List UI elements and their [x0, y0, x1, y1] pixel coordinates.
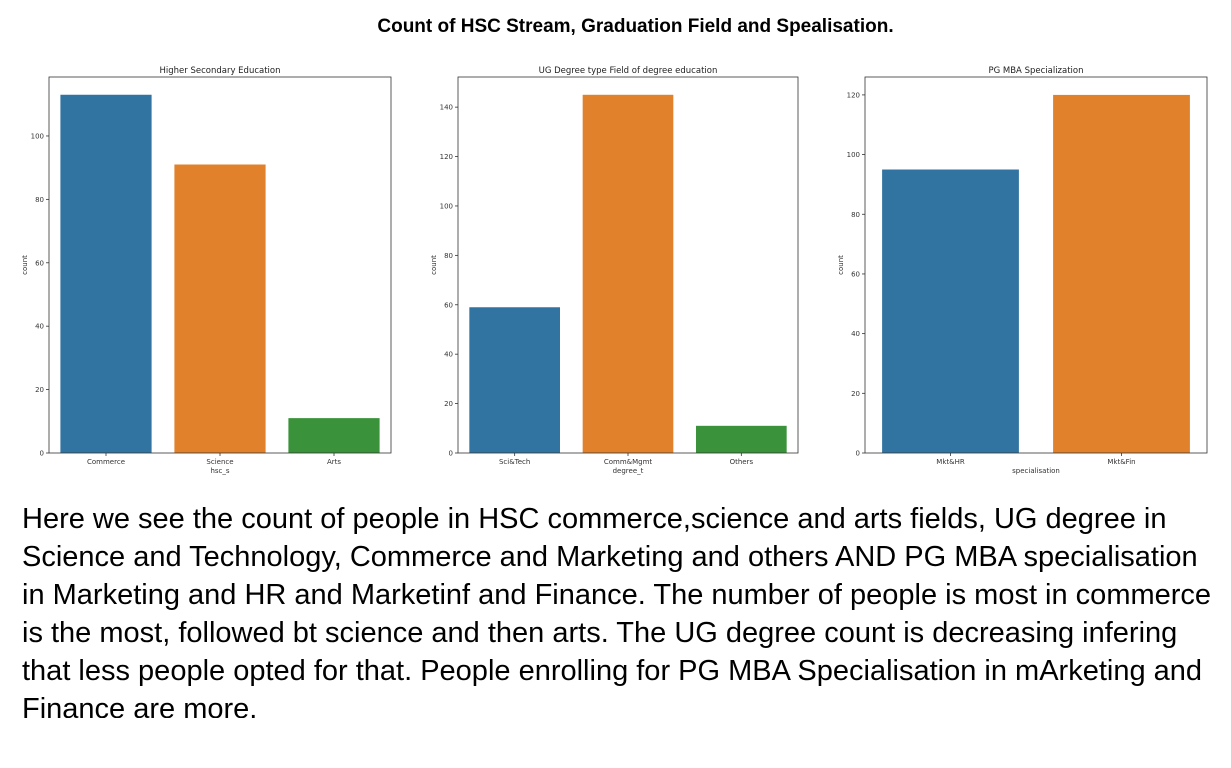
- y-tick-label: 20: [444, 400, 453, 408]
- y-tick-label: 100: [847, 151, 860, 159]
- x-axis-label-3: specialisation: [1012, 467, 1060, 475]
- bar-3-1: [882, 169, 1019, 453]
- y-tick-label: 100: [440, 202, 453, 210]
- y-tick-label: 20: [35, 386, 44, 394]
- charts-area: Higher Secondary Education 0 20 40 60 80 100 Co…: [21, 66, 1208, 475]
- x-tick-label: Commerce: [87, 458, 125, 466]
- y-tick-label: 40: [851, 330, 860, 338]
- y-tick-label: 60: [35, 259, 44, 267]
- x-tick-label: Sci&Tech: [499, 458, 530, 466]
- y-tick-label: 20: [851, 390, 860, 398]
- x-tick-label: Mkt&HR: [936, 458, 965, 466]
- y-tick-label: 0: [856, 450, 860, 458]
- bar-1-1: [60, 94, 152, 454]
- y-tick-label: 60: [444, 301, 453, 309]
- y-tick-label: 100: [31, 132, 44, 140]
- x-axis-label-2: degree_t: [613, 467, 644, 475]
- bar-1-3: [288, 418, 380, 453]
- y-tick-label: 0: [40, 450, 44, 458]
- bar-2-3: [696, 425, 787, 453]
- subplot-title-2: UG Degree type Field of degree education: [539, 66, 718, 76]
- subplot-title-3: PG MBA Specialization: [988, 66, 1083, 76]
- x-tick-label: Arts: [327, 458, 341, 466]
- y-axis-label-1: count: [21, 255, 29, 275]
- main-title: Count of HSC Stream, Graduation Field an…: [377, 16, 894, 37]
- y-axis-label-3: count: [837, 255, 845, 275]
- y-tick-label: 0: [449, 450, 453, 458]
- y-tick-label: 80: [851, 211, 860, 219]
- y-tick-label: 80: [35, 196, 44, 204]
- x-tick-label: Mkt&Fin: [1107, 458, 1135, 466]
- y-tick-label: 80: [444, 252, 453, 260]
- y-tick-label: 60: [851, 270, 860, 278]
- bar-2-1: [469, 307, 560, 453]
- bar-1-2: [174, 164, 266, 453]
- y-tick-label: 120: [440, 153, 453, 161]
- x-tick-label: Comm&Mgmt: [604, 458, 653, 466]
- y-tick-label: 120: [847, 91, 860, 99]
- description-text: Here we see the count of people in HSC c…: [22, 503, 1212, 718]
- y-axis-label-2: count: [430, 255, 438, 275]
- y-tick-label: 40: [444, 351, 453, 359]
- bar-2-2: [582, 94, 674, 454]
- plot-frame-3: [864, 76, 1208, 454]
- x-tick-label: Others: [730, 458, 754, 466]
- x-axis-label-1: hsc_s: [210, 467, 229, 475]
- y-tick-label: 140: [440, 104, 453, 112]
- subplot-title-1: Higher Secondary Education: [160, 66, 281, 76]
- x-tick-label: Science: [206, 458, 233, 466]
- y-tick-label: 40: [35, 323, 44, 331]
- bar-3-2: [1053, 94, 1190, 454]
